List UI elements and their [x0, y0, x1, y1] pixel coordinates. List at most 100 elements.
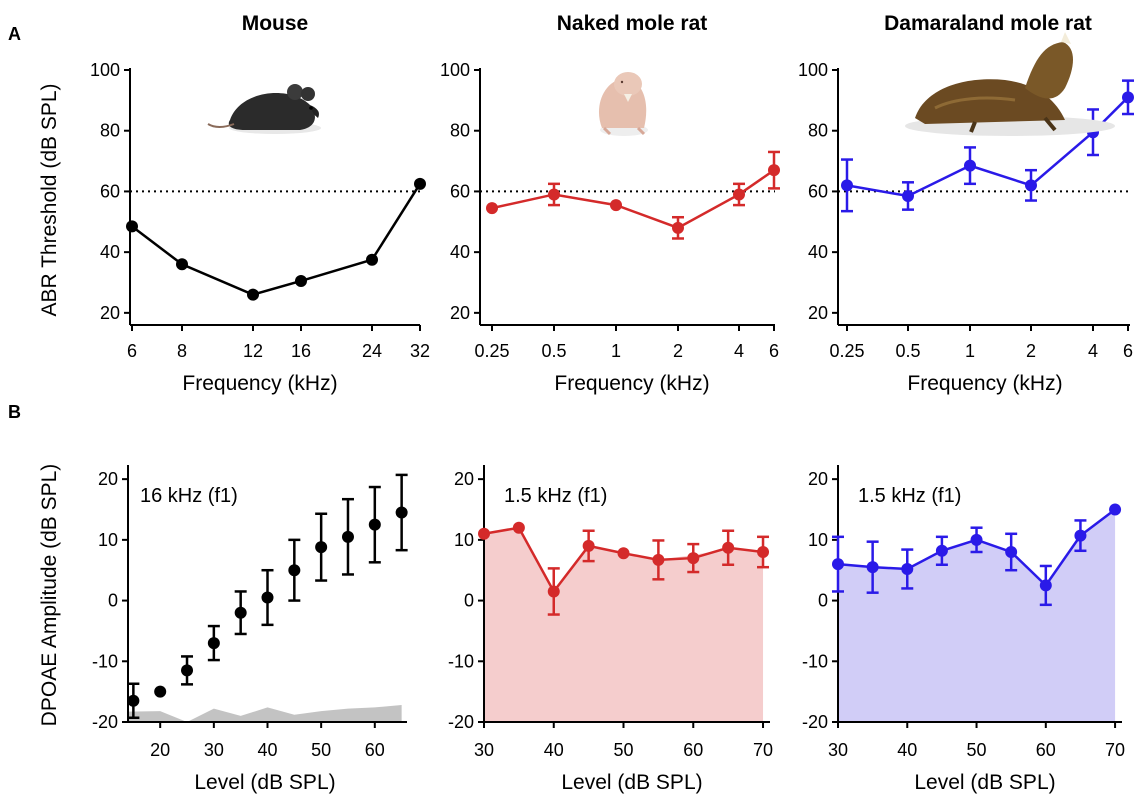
- x-tick-label: 0.25: [474, 341, 509, 361]
- dpoae-amplitude-ylabel: DPOAE Amplitude (dB SPL): [38, 464, 61, 727]
- data-point: [582, 539, 595, 552]
- x-axis-title: Level (dB SPL): [561, 771, 702, 794]
- chart-2: [832, 68, 1134, 331]
- x-tick-label: 20: [150, 740, 170, 760]
- data-point: [970, 533, 983, 546]
- x-tick-label: 50: [613, 740, 633, 760]
- x-tick-label: 60: [683, 740, 703, 760]
- x-axis-title: Level (dB SPL): [914, 771, 1055, 794]
- noise-floor-area: [128, 705, 402, 722]
- data-point: [733, 188, 745, 201]
- x-axis-title: Frequency (kHz): [554, 372, 709, 395]
- mouse-photo: [207, 84, 321, 134]
- data-point: [234, 606, 247, 619]
- y-tick-label: -20: [448, 712, 474, 732]
- data-point: [1109, 503, 1122, 516]
- y-tick-label: 10: [98, 530, 118, 550]
- condition-annotation: 1.5 kHz (f1): [504, 485, 607, 507]
- x-tick-label: 60: [365, 740, 385, 760]
- data-point: [1074, 529, 1087, 542]
- data-point: [486, 202, 498, 215]
- data-point: [832, 558, 844, 571]
- data-point: [261, 591, 274, 604]
- x-tick-label: 0.25: [829, 341, 864, 361]
- y-tick-label: 10: [808, 530, 828, 550]
- data-point: [935, 544, 948, 557]
- data-point: [901, 563, 914, 575]
- series-line: [131, 183, 422, 296]
- data-point: [866, 561, 879, 574]
- data-point: [768, 164, 780, 177]
- y-tick-label: 80: [808, 121, 828, 141]
- series-line: [491, 169, 775, 230]
- condition-annotation: 16 kHz (f1): [140, 485, 238, 507]
- y-tick-label: 60: [450, 181, 470, 201]
- chart-0: [124, 68, 426, 331]
- x-tick-label: 1: [965, 341, 975, 361]
- x-tick-label: 70: [1105, 740, 1125, 760]
- x-tick-label: 50: [967, 740, 987, 760]
- data-point: [288, 564, 301, 577]
- noise-floor-area: [484, 527, 764, 722]
- y-tick-label: 0: [464, 591, 474, 611]
- panel-letter-a: A: [8, 24, 21, 44]
- data-point: [1025, 179, 1037, 192]
- chart-3: [122, 465, 408, 728]
- x-tick-label: 4: [734, 341, 744, 361]
- x-tick-label: 6: [769, 341, 779, 361]
- x-axis-title: Frequency (kHz): [907, 372, 1062, 395]
- y-tick-label: -10: [802, 651, 828, 671]
- y-tick-label: 20: [454, 469, 474, 489]
- data-point: [902, 189, 914, 202]
- y-tick-label: 20: [450, 303, 470, 323]
- y-tick-label: 80: [100, 121, 120, 141]
- x-tick-label: 2: [1026, 341, 1036, 361]
- y-tick-label: -20: [92, 712, 118, 732]
- y-tick-label: 100: [440, 60, 470, 80]
- data-point: [247, 288, 259, 301]
- condition-annotation: 1.5 kHz (f1): [858, 485, 961, 507]
- x-tick-label: 1: [611, 341, 621, 361]
- y-tick-label: 100: [798, 60, 828, 80]
- abr-threshold-ylabel: ABR Threshold (dB SPL): [38, 83, 61, 316]
- panel-title: Mouse: [242, 12, 309, 35]
- x-tick-label: 6: [1123, 341, 1133, 361]
- data-point: [207, 637, 220, 650]
- data-point: [126, 220, 138, 233]
- data-point: [1005, 546, 1018, 558]
- y-tick-label: 40: [808, 242, 828, 262]
- data-point: [841, 179, 853, 192]
- x-tick-label: 0.5: [895, 341, 920, 361]
- data-point: [368, 518, 381, 531]
- noise-floor-area: [838, 509, 1116, 722]
- x-tick-label: 24: [362, 341, 382, 361]
- y-tick-label: -10: [448, 651, 474, 671]
- naked-mole-rat-photo: [598, 72, 648, 136]
- y-tick-label: 20: [808, 469, 828, 489]
- x-tick-label: 12: [243, 341, 263, 361]
- x-tick-label: 6: [127, 341, 137, 361]
- data-point: [478, 527, 490, 540]
- y-tick-label: -10: [92, 651, 118, 671]
- data-point: [414, 177, 426, 190]
- x-tick-label: 16: [291, 341, 311, 361]
- x-axis-title: Frequency (kHz): [182, 372, 337, 395]
- data-point: [366, 253, 378, 266]
- chart-1: [474, 68, 780, 331]
- data-point: [127, 694, 140, 707]
- y-tick-label: 20: [100, 303, 120, 323]
- data-point: [722, 541, 735, 554]
- data-point: [672, 221, 684, 234]
- data-point: [652, 553, 665, 566]
- data-point: [176, 258, 188, 271]
- y-tick-label: 10: [454, 530, 474, 550]
- data-point: [181, 664, 194, 677]
- data-point: [617, 547, 630, 560]
- data-point: [1122, 91, 1134, 104]
- y-tick-label: 40: [450, 242, 470, 262]
- data-point: [295, 274, 307, 287]
- y-tick-label: 80: [450, 121, 470, 141]
- y-tick-label: 40: [100, 242, 120, 262]
- damaraland-mole-rat-photo: [905, 32, 1115, 136]
- x-axis-title: Level (dB SPL): [194, 771, 335, 794]
